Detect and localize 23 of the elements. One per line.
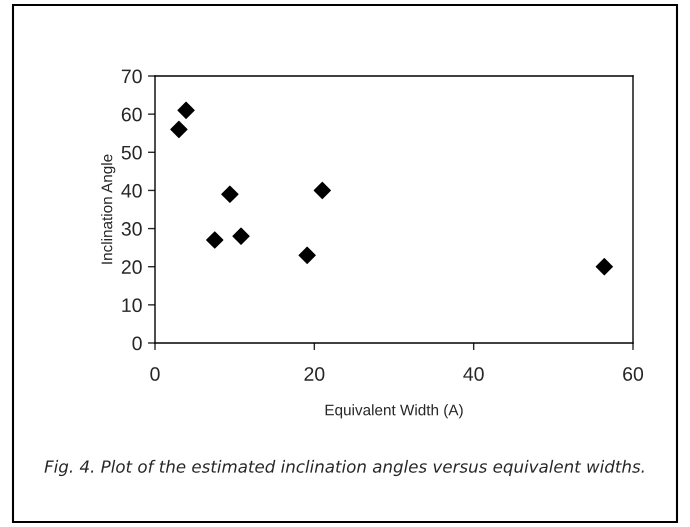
y-tick-label: 30: [122, 222, 142, 236]
point: [232, 228, 250, 245]
y-tick-label: 40: [121, 184, 142, 198]
point: [298, 246, 316, 264]
point: [221, 186, 239, 203]
x-tick-label: 20: [304, 367, 324, 381]
point: [596, 258, 613, 276]
y-axis-title: Inclination Angle: [101, 154, 116, 264]
y-tick-label: 70: [122, 69, 142, 84]
y-tick-label: 50: [122, 146, 142, 160]
point: [170, 120, 188, 138]
x-tick-label: 60: [623, 367, 644, 381]
x-tick-label: 40: [463, 367, 484, 381]
x-tick-label: 0: [150, 367, 160, 381]
point: [314, 182, 331, 200]
point: [177, 102, 195, 120]
point: [206, 231, 224, 249]
y-tick-label: 60: [122, 108, 142, 122]
y-tick-label: 0: [132, 336, 142, 350]
y-tick-label: 10: [122, 298, 142, 312]
x-axis-title: Equivalent Width (A): [326, 404, 463, 418]
y-tick-label: 20: [122, 260, 142, 274]
caption: Fig. 4. Plot of the estimated inclination angles versus equivalent widths.: [44, 460, 644, 476]
